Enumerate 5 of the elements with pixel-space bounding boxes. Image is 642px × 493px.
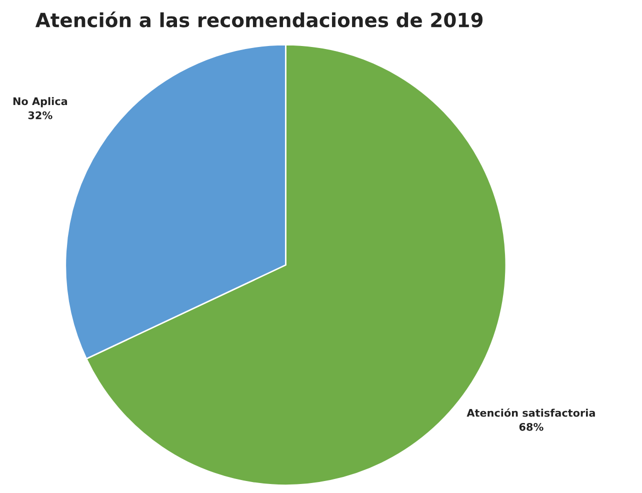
data-label: 68% (519, 422, 544, 431)
slice-label: Atención satisfactoria (466, 408, 595, 417)
slice-label: No Aplica (13, 97, 68, 108)
data-label: 32% (28, 111, 52, 120)
chart-title: Atención a las recomendaciones de 2019 (35, 12, 483, 28)
